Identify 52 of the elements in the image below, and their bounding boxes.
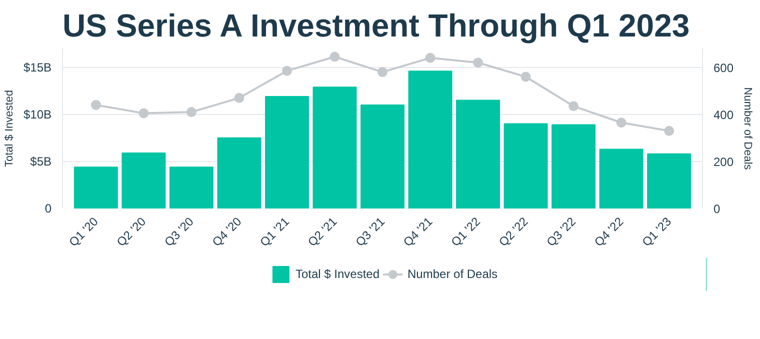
y-axis-title: Total $ Invested	[3, 90, 16, 168]
point	[473, 58, 484, 68]
point	[520, 72, 531, 82]
bar	[647, 153, 692, 208]
x-tick-label: Q4 '22	[592, 214, 626, 250]
x-tick-label: Q1 '22	[448, 214, 484, 250]
x-tick-label: Q1 '23	[639, 214, 674, 250]
x-tick-label: Q4 '20	[210, 214, 244, 250]
bar	[264, 96, 309, 208]
bar	[217, 137, 262, 208]
x-tick-label: Q3 '22	[544, 214, 579, 250]
y-tick-label: 0	[44, 202, 52, 216]
bar	[169, 166, 214, 208]
y2-tick-label: 0	[714, 202, 720, 216]
bar	[360, 104, 404, 208]
x-tick-label: Q3 '20	[162, 214, 197, 250]
x-tick-label: Q1 '21	[257, 214, 292, 250]
y-tick-label: $10B	[23, 107, 52, 122]
x-tick-label: Q2 '20	[114, 214, 149, 250]
bar	[74, 166, 118, 208]
x-tick-label: Q3 '21	[352, 214, 388, 250]
x-tick-label: Q1 '20	[66, 214, 102, 250]
y-tick-label: $15B	[23, 60, 52, 74]
x-tick-label: Q4 '21	[400, 214, 436, 250]
y-tick-label: $5B	[30, 154, 52, 168]
point	[90, 100, 101, 110]
bar	[408, 70, 452, 208]
chart-title: US Series A Investment Through Q1 2023	[62, 8, 690, 44]
bar	[312, 86, 357, 208]
x-tick-label: Q2 '22	[496, 214, 531, 250]
bar	[599, 148, 644, 208]
bar	[122, 152, 166, 208]
y2-axis-title: Number of Deals	[742, 87, 754, 170]
bar	[552, 124, 596, 208]
point	[186, 107, 196, 118]
x-tick-label: Q2 '21	[305, 214, 340, 250]
legend-label: Total $ Invested	[295, 267, 380, 281]
point	[234, 92, 244, 103]
point	[425, 52, 436, 63]
point	[138, 108, 149, 118]
bar	[504, 123, 548, 208]
point	[616, 118, 626, 128]
point	[378, 67, 388, 78]
bar	[456, 100, 500, 208]
point	[664, 126, 674, 136]
y2-tick-label: 400	[714, 108, 734, 122]
point	[330, 52, 340, 62]
legend-label: Number of Deals	[408, 267, 498, 281]
y2-tick-label: 200	[714, 154, 734, 169]
point	[282, 66, 292, 76]
point	[568, 101, 579, 112]
y2-tick-label: 600	[714, 60, 734, 75]
